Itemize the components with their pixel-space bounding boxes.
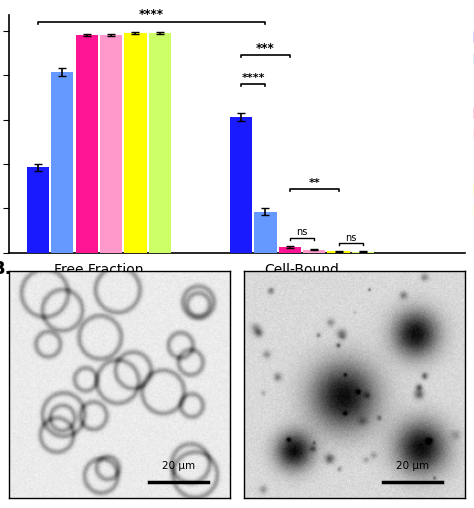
Bar	[27, 168, 49, 253]
Bar	[328, 251, 350, 253]
Bar	[352, 252, 374, 253]
Bar	[279, 247, 301, 253]
Text: ****: ****	[241, 74, 265, 83]
Text: **: **	[308, 178, 320, 188]
Bar	[254, 212, 277, 253]
Bar	[230, 117, 252, 253]
Bar	[75, 35, 98, 253]
Text: ns: ns	[345, 233, 356, 243]
Bar	[51, 72, 73, 253]
Bar	[303, 249, 325, 253]
Text: ***: ***	[256, 42, 275, 54]
Bar	[149, 33, 171, 253]
Text: 20 μm: 20 μm	[162, 461, 195, 471]
Bar	[124, 33, 146, 253]
Text: B.: B.	[0, 260, 12, 278]
Text: ns: ns	[296, 227, 308, 237]
Bar	[100, 35, 122, 253]
Text: ****: ****	[139, 8, 164, 21]
Text: 20 μm: 20 μm	[396, 461, 429, 471]
